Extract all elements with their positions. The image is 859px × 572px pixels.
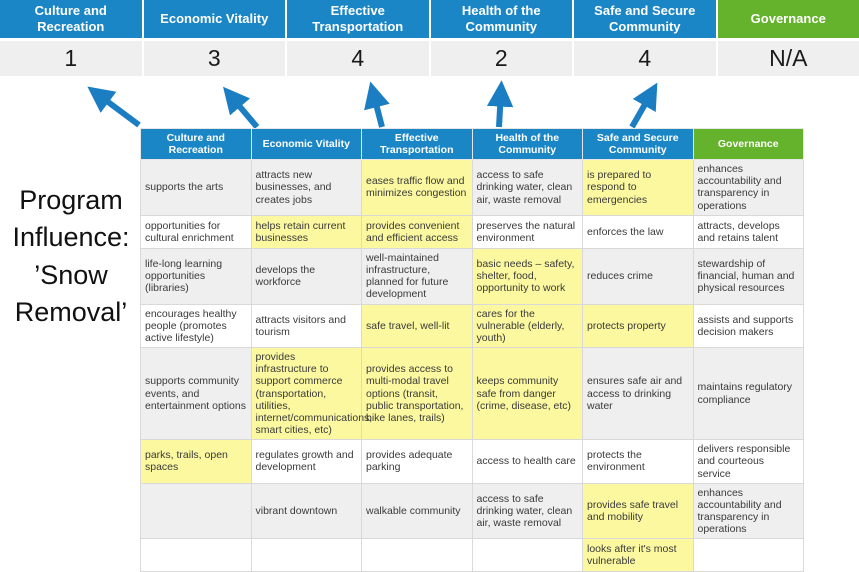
matrix-cell [472,539,583,572]
matrix-cell: encourages healthy people (promotes acti… [141,304,252,348]
program-title-line1: Program [0,182,142,219]
matrix-cell: supports community events, and entertain… [141,348,252,440]
matrix-cell: enforces the law [583,215,694,248]
matrix-cell [141,483,252,539]
arrows-graphic [0,78,859,130]
arrow-health-community [499,91,501,127]
matrix-cell: attracts new businesses, and creates job… [251,160,362,216]
matrix-cell: preserves the natural environment [472,215,583,248]
matrix-row: looks after it's most vulnerable [141,539,804,572]
matrix-header-effective-transportation: Effective Transportation [362,129,473,160]
program-title-line4: Removal’ [0,294,142,331]
score-economic-vitality: 3 [144,41,286,76]
summary-banner: Culture and Recreation Economic Vitality… [0,0,859,38]
matrix-cell: access to health care [472,440,583,484]
matrix-header-row: Culture and Recreation Economic Vitality… [141,129,804,160]
matrix-header-health-community: Health of the Community [472,129,583,160]
matrix-cell: walkable community [362,483,473,539]
program-title: Program Influence: ’Snow Removal’ [0,182,142,331]
matrix-header-economic-vitality: Economic Vitality [251,129,362,160]
score-culture-recreation: 1 [0,41,142,76]
matrix-row: life-long learning opportunities (librar… [141,248,804,304]
matrix-cell: supports the arts [141,160,252,216]
score-safe-secure-community: 4 [574,41,716,76]
slide: Culture and Recreation Economic Vitality… [0,0,859,465]
program-title-line2: Influence: [0,219,142,256]
matrix-cell: provides access to multi-modal travel op… [362,348,473,440]
matrix-cell: attracts visitors and tourism [251,304,362,348]
summary-header-culture-recreation: Culture and Recreation [0,0,142,38]
matrix-cell: assists and supports decision makers [693,304,804,348]
matrix-cell: provides safe travel and mobility [583,483,694,539]
matrix-row: supports community events, and entertain… [141,348,804,440]
influence-matrix: Culture and Recreation Economic Vitality… [140,128,804,572]
arrow-safe-secure-community [632,92,652,127]
matrix-cell: provides convenient and efficient access [362,215,473,248]
summary-header-effective-transportation: Effective Transportation [287,0,429,38]
matrix-cell: well-maintained infrastructure, planned … [362,248,473,304]
matrix-cell: access to safe drinking water, clean air… [472,483,583,539]
matrix-cell: regulates growth and development [251,440,362,484]
matrix-cell: enhances accountability and transparency… [693,160,804,216]
matrix-cell [693,539,804,572]
matrix-cell: is prepared to respond to emergencies [583,160,694,216]
matrix-cell: protects property [583,304,694,348]
matrix-header-governance: Governance [693,129,804,160]
matrix-header-safe-secure-community: Safe and Secure Community [583,129,694,160]
matrix-cell: eases traffic flow and minimizes congest… [362,160,473,216]
matrix-row: encourages healthy people (promotes acti… [141,304,804,348]
matrix-cell: looks after it's most vulnerable [583,539,694,572]
matrix-cell: protects the environment [583,440,694,484]
matrix-cell: basic needs – safety, shelter, food, opp… [472,248,583,304]
summary-scores: 1 3 4 2 4 N/A [0,41,859,76]
matrix-cell: cares for the vulnerable (elderly, youth… [472,304,583,348]
matrix-cell: develops the workforce [251,248,362,304]
matrix-cell: enhances accountability and transparency… [693,483,804,539]
matrix-cell: delivers responsible and courteous servi… [693,440,804,484]
matrix-cell: access to safe drinking water, clean air… [472,160,583,216]
summary-header-economic-vitality: Economic Vitality [144,0,286,38]
program-title-line3: ’Snow [0,257,142,294]
score-health-community: 2 [431,41,573,76]
summary-header-health-community: Health of the Community [431,0,573,38]
matrix-cell: reduces crime [583,248,694,304]
matrix-cell: helps retain current businesses [251,215,362,248]
matrix-cell [251,539,362,572]
matrix-cell: provides infrastructure to support comme… [251,348,362,440]
arrow-economic-vitality [230,95,257,127]
score-governance: N/A [718,41,859,76]
matrix-cell: life-long learning opportunities (librar… [141,248,252,304]
matrix-cell [362,539,473,572]
arrow-effective-transportation [373,92,382,127]
score-effective-transportation: 4 [287,41,429,76]
matrix-cell [141,539,252,572]
matrix-cell: vibrant downtown [251,483,362,539]
summary-header-governance: Governance [718,0,859,38]
arrow-culture-recreation [96,93,139,125]
matrix-cell: keeps community safe from danger (crime,… [472,348,583,440]
matrix-cell: ensures safe air and access to drinking … [583,348,694,440]
matrix-cell: safe travel, well-lit [362,304,473,348]
matrix-cell: attracts, develops and retains talent [693,215,804,248]
matrix-cell: opportunities for cultural enrichment [141,215,252,248]
matrix-cell: stewardship of financial, human and phys… [693,248,804,304]
summary-header-safe-secure-community: Safe and Secure Community [574,0,716,38]
matrix-cell: maintains regulatory compliance [693,348,804,440]
matrix-cell: parks, trails, open spaces [141,440,252,484]
matrix-cell: provides adequate parking [362,440,473,484]
matrix-header-culture-recreation: Culture and Recreation [141,129,252,160]
